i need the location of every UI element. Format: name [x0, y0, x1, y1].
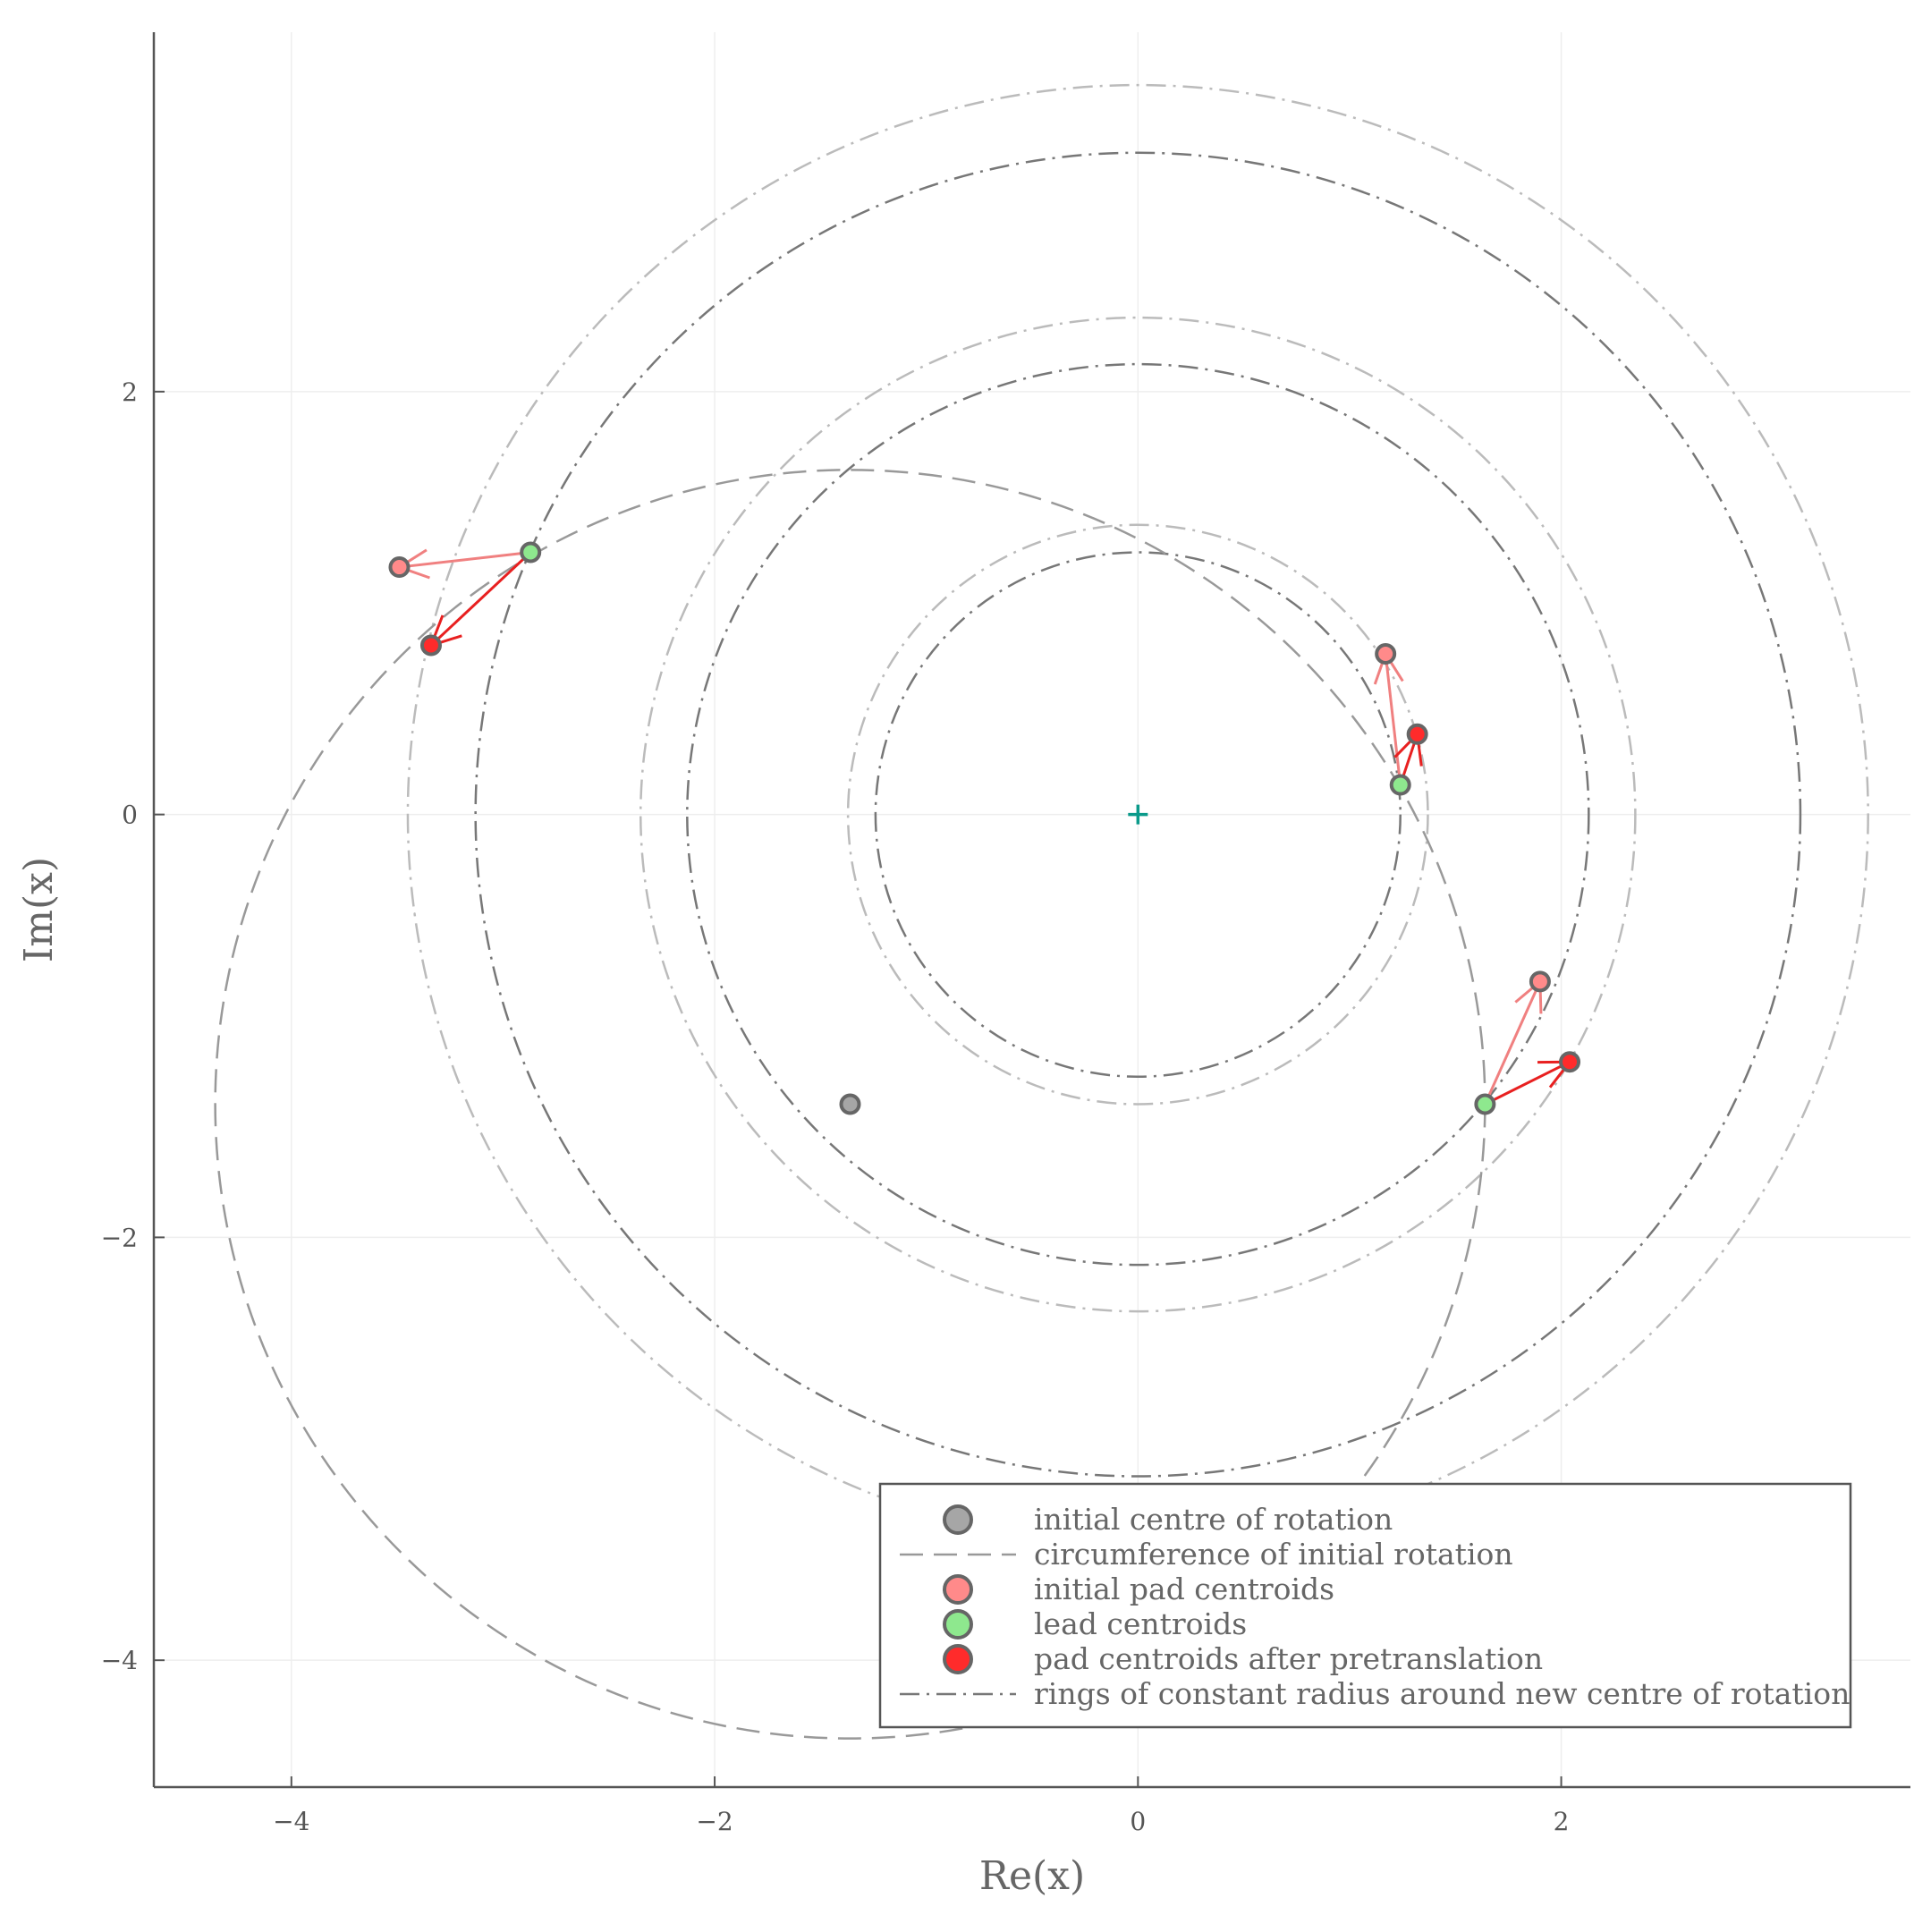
centroid-markers — [388, 541, 1581, 1115]
pretranslated-pad-marker — [1406, 723, 1428, 745]
ring-dark — [874, 551, 1402, 1078]
x-tick-label: 0 — [1130, 1807, 1146, 1836]
y-tick-label: 2 — [122, 377, 138, 407]
legend-label: initial centre of rotation — [1034, 1502, 1393, 1537]
ring-light — [639, 316, 1637, 1313]
translation-arrows — [398, 548, 1571, 1106]
legend-marker — [943, 1644, 973, 1674]
y-tick-label: −4 — [101, 1646, 138, 1675]
legend-marker — [943, 1574, 973, 1605]
y-axis-label: Im(x) — [16, 857, 62, 962]
legend-marker — [943, 1504, 973, 1535]
legend-box — [878, 1482, 1852, 1729]
legend-label: circumference of initial rotation — [1034, 1537, 1513, 1572]
x-tick-label: −2 — [696, 1807, 733, 1836]
x-tick-label: 2 — [1554, 1807, 1570, 1836]
initial-pad-marker — [1529, 970, 1551, 993]
x-axis-label: Re(x) — [979, 1853, 1085, 1899]
legend-label: initial pad centroids — [1034, 1572, 1334, 1606]
ring-dark — [474, 151, 1802, 1478]
legend-label: rings of constant radius around new cent… — [1034, 1676, 1850, 1711]
lead-marker — [1389, 774, 1411, 796]
initial-centre-marker — [839, 1093, 861, 1115]
y-tick-label: 0 — [122, 801, 138, 830]
y-tick-label: −2 — [101, 1223, 138, 1252]
legend-label: lead centroids — [1034, 1606, 1247, 1641]
lead-marker — [520, 541, 542, 564]
ring-light — [846, 523, 1429, 1106]
arrow-to-pretranslated-pad — [429, 551, 532, 647]
lead-marker — [1474, 1093, 1496, 1115]
axes: −4 −2 0 2 −4 −2 0 2 — [101, 32, 1910, 1836]
ring-dark — [686, 362, 1590, 1267]
legend: initial centre of rotationcircumference … — [878, 1482, 1852, 1729]
arrow-to-initial-pad — [399, 551, 531, 569]
initial-pad-marker — [388, 556, 411, 579]
arrow-to-pretranslated-pad — [1484, 1060, 1571, 1106]
legend-label: pad centroids after pretranslation — [1034, 1641, 1543, 1676]
pretranslated-pad-marker — [1559, 1051, 1581, 1073]
arrow-to-initial-pad — [1484, 980, 1542, 1106]
initial-pad-marker — [1375, 642, 1397, 665]
arrow-to-initial-pad — [1384, 653, 1402, 785]
x-tick-label: −4 — [273, 1807, 309, 1836]
legend-marker — [943, 1609, 973, 1640]
pretranslated-pad-marker — [419, 634, 442, 657]
